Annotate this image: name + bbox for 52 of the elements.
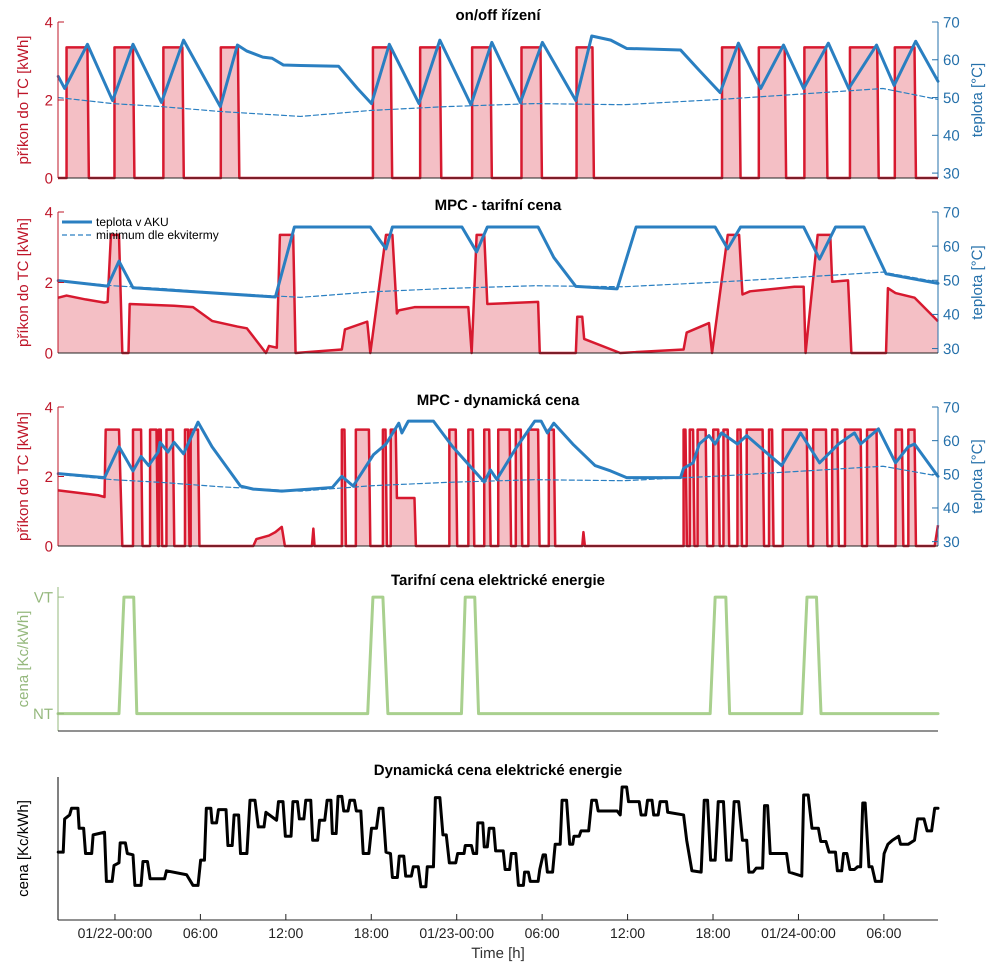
- y-tick-label: 2: [44, 92, 53, 110]
- y2-tick-label: 30: [943, 340, 960, 358]
- y-tick-label: 4: [44, 399, 53, 416]
- x-tick-label: 01/22-00:00: [78, 925, 153, 941]
- y2-tick-label: 30: [943, 165, 960, 182]
- x-tick-label: 01/24-00:00: [761, 925, 836, 941]
- y2-tick-label: 50: [943, 272, 960, 290]
- y2-tick-label: 40: [943, 128, 960, 145]
- y-tick-label: 2: [44, 274, 53, 292]
- x-tick-label: 06:00: [524, 925, 560, 941]
- y2-axis-title: teplota [°C]: [969, 62, 986, 138]
- y2-tick-label: 60: [943, 432, 960, 450]
- chart-title: Dynamická cena elektrické energie: [374, 762, 622, 779]
- y2-tick-label: 60: [943, 238, 960, 256]
- x-tick-label: 01/23-00:00: [419, 925, 494, 941]
- text: NT: [33, 706, 53, 723]
- y2-tick-label: 60: [943, 52, 960, 70]
- y2-tick-label: 30: [943, 534, 960, 551]
- y-tick-label: 2: [44, 468, 53, 486]
- chart-title: MPC - dynamická cena: [416, 392, 580, 409]
- y2-tick-label: 70: [943, 399, 960, 416]
- legend-label: teplota v AKU: [96, 215, 169, 230]
- x-tick-label: 12:00: [610, 925, 646, 941]
- y-axis-title: příkon do TC [kWh]: [15, 36, 32, 164]
- x-tick-label: 06:00: [182, 925, 218, 941]
- text: VT: [34, 589, 53, 606]
- y-tick-label: 0: [44, 345, 53, 362]
- x-tick-label: 18:00: [354, 925, 389, 941]
- x-tick-label: 12:00: [268, 925, 304, 941]
- y2-tick-label: 50: [943, 90, 960, 107]
- chart-title: Tarifní cena elektrické energie: [391, 572, 605, 589]
- y-tick-label: 4: [44, 14, 53, 32]
- y-tick-label: 0: [44, 538, 53, 556]
- y2-axis-title: teplota [°C]: [969, 245, 986, 320]
- y2-tick-label: 40: [943, 500, 960, 518]
- x-tick-label: 18:00: [695, 925, 731, 941]
- y-axis-title: příkon do TC [kWh]: [15, 218, 32, 347]
- x-tick-label: 06:00: [866, 925, 902, 941]
- y2-tick-label: 50: [943, 466, 960, 484]
- y2-tick-label: 70: [943, 14, 960, 32]
- y2-tick-label: 40: [943, 306, 960, 324]
- y-axis-title: příkon do TC [kWh]: [15, 412, 32, 541]
- y-axis-title: cena [Kc/kWh]: [15, 800, 32, 897]
- chart-title: MPC - tarifní cena: [434, 197, 562, 214]
- legend-label: minimum dle ekvitermy: [96, 228, 219, 242]
- y2-axis-title: teplota [°C]: [969, 439, 986, 514]
- x-axis-title: Time [h]: [471, 945, 525, 962]
- y-axis-title: cena [Kc/kWh]: [15, 610, 32, 708]
- y-tick-label: 4: [44, 204, 53, 222]
- y-tick-label: 0: [44, 170, 53, 188]
- chart-title: on/off řízení: [456, 7, 542, 24]
- y2-tick-label: 70: [943, 204, 960, 222]
